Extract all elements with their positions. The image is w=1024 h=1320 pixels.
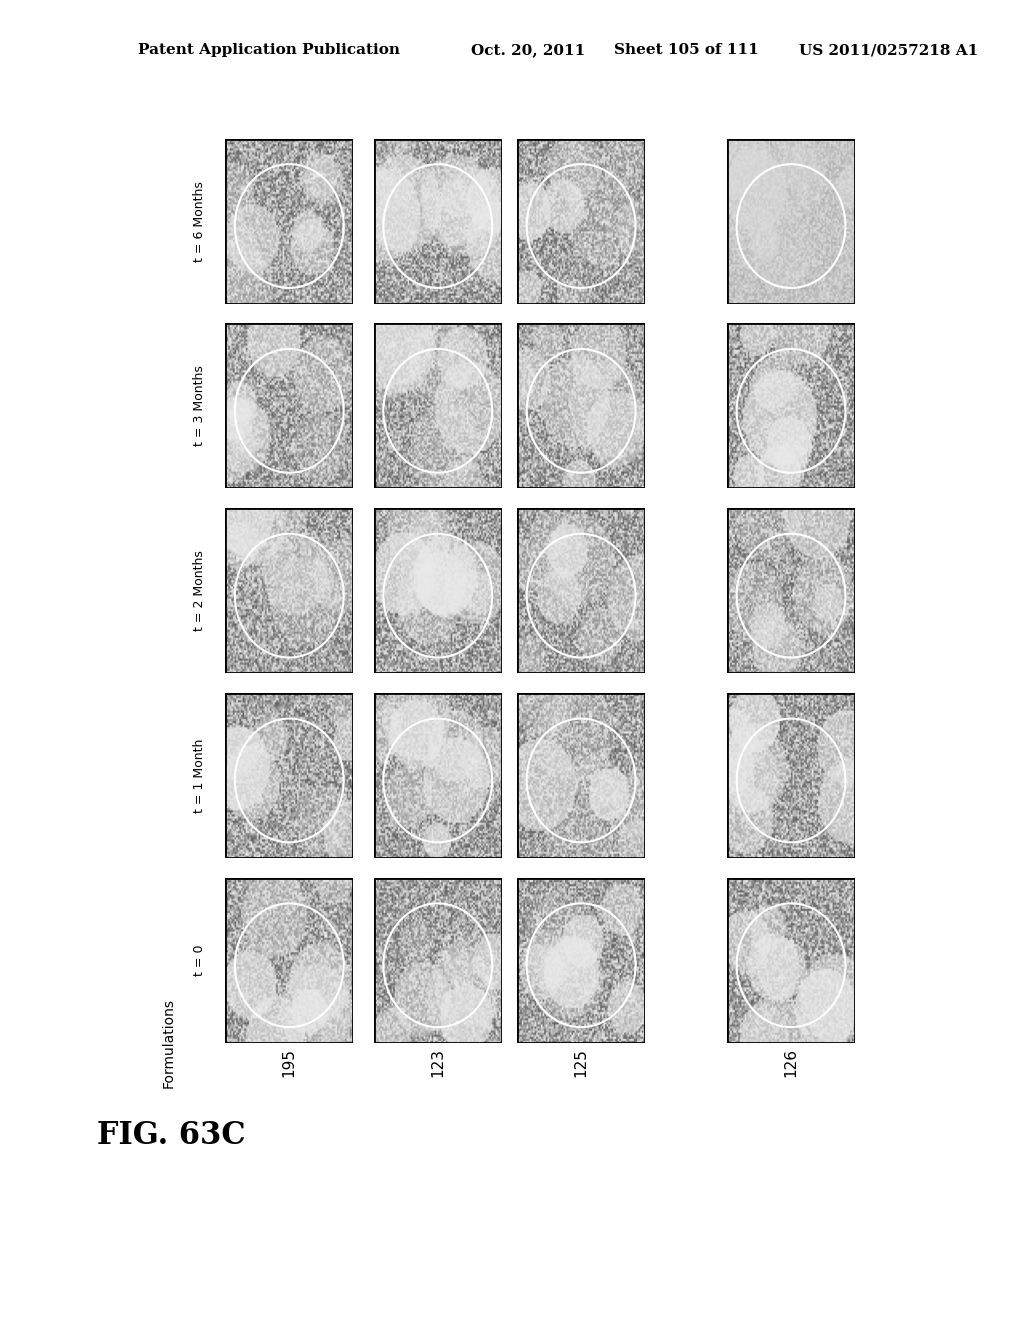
Text: Sheet 105 of 111: Sheet 105 of 111 <box>614 44 759 57</box>
Text: US 2011/0257218 A1: US 2011/0257218 A1 <box>799 44 978 57</box>
Text: 195: 195 <box>282 1048 297 1077</box>
Text: Patent Application Publication: Patent Application Publication <box>138 44 400 57</box>
Text: Oct. 20, 2011: Oct. 20, 2011 <box>471 44 586 57</box>
Text: FIG. 63C: FIG. 63C <box>97 1119 246 1151</box>
Text: t = 0: t = 0 <box>194 945 206 975</box>
Text: t = 1 Month: t = 1 Month <box>194 738 206 813</box>
Text: t = 2 Months: t = 2 Months <box>194 550 206 631</box>
Text: 125: 125 <box>573 1048 589 1077</box>
Text: t = 3 Months: t = 3 Months <box>194 366 206 446</box>
Text: t = 6 Months: t = 6 Months <box>194 181 206 261</box>
Text: Formulations: Formulations <box>162 998 176 1088</box>
Text: 123: 123 <box>430 1048 445 1077</box>
Text: 126: 126 <box>783 1048 799 1077</box>
